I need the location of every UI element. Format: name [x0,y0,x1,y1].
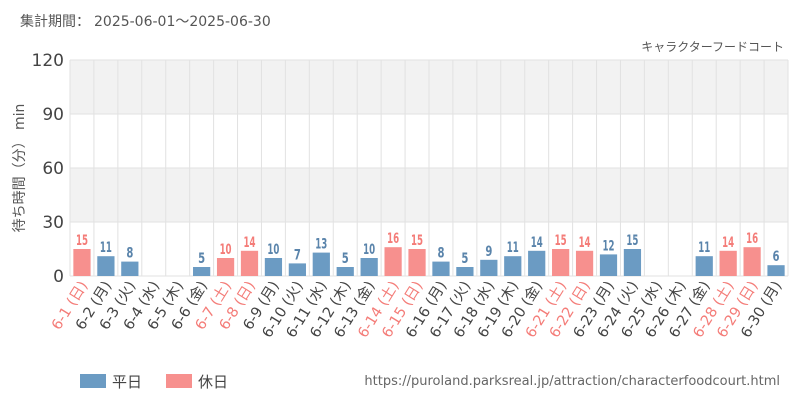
bar [504,256,522,276]
bar [456,267,474,276]
bar [480,259,498,276]
bar-value-label: 15 [411,233,423,249]
bar [432,261,450,276]
legend-label: 休日 [198,373,228,391]
bar-value-label: 10 [267,242,279,258]
bar [216,258,235,276]
bar-value-label: 11 [100,240,112,256]
bar [264,258,283,276]
bar [384,247,402,276]
bar [575,250,594,276]
bar-value-label: 12 [603,238,615,254]
bar-value-label: 9 [485,244,492,260]
bar [695,256,713,276]
bar [767,265,785,276]
bar-value-label: 8 [437,246,444,262]
bar-value-label: 5 [461,251,468,267]
period-value: 2025-06-01～2025-06-30 [94,14,271,30]
legend-label: 平日 [112,373,142,391]
bar [288,263,306,276]
bar-value-label: 15 [76,233,88,249]
bar [552,249,570,276]
y-tick-label: 90 [42,105,64,125]
bar [73,249,91,276]
bar [528,250,546,276]
bar [312,252,330,276]
bar-value-label: 15 [626,233,638,249]
bar-value-label: 5 [342,251,349,267]
bar-value-label: 6 [773,249,780,265]
bar-value-label: 16 [746,231,758,247]
bar [121,261,139,276]
y-tick-label: 30 [42,213,64,233]
legend-swatch [166,374,192,388]
bar-value-label: 14 [244,235,256,251]
bar-value-label: 10 [363,242,375,258]
y-tick-label: 0 [53,267,64,287]
y-tick-label: 60 [42,159,64,179]
bar [336,267,354,276]
bar [360,258,378,276]
bar-value-label: 16 [387,231,399,247]
aggregation-period: 集計期間： 2025-06-01～2025-06-30 [20,11,271,31]
source-url: https://puroland.parksreal.jp/attraction… [364,374,780,389]
bar-value-label: 13 [315,237,327,253]
bar [599,254,618,276]
bar [623,249,642,276]
y-tick-label: 120 [32,51,64,71]
legend-swatch [80,374,106,388]
bar-value-label: 11 [507,240,519,256]
bar [97,256,115,276]
bar-value-label: 14 [531,235,543,251]
bar [193,267,211,276]
facility-name: キャラクターフードコート [641,40,784,54]
bar [408,249,426,276]
bar [719,250,737,276]
bar-value-label: 8 [126,246,133,262]
bar-value-label: 15 [555,233,567,249]
bar-value-label: 7 [294,247,301,263]
period-label: 集計期間： [20,14,90,30]
bar [743,247,761,276]
bar [240,250,259,276]
bar-value-label: 5 [198,251,205,267]
bar-value-label: 11 [698,240,710,256]
bar-value-label: 14 [579,235,591,251]
bar-value-label: 10 [220,242,232,258]
y-axis-label: 待ち時間（分） min [12,104,28,233]
bar-value-label: 14 [722,235,734,251]
